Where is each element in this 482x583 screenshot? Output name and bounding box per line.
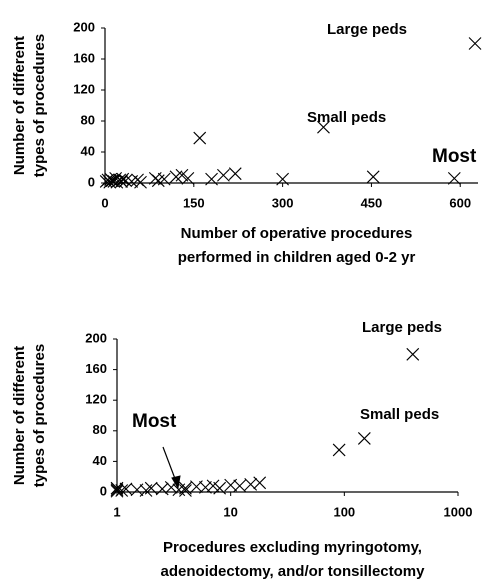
y-tick-label: 0 xyxy=(88,174,95,189)
point xyxy=(119,482,133,496)
x-axis-label: performed in children aged 0-2 yr xyxy=(178,249,416,266)
annotation: Small peds xyxy=(360,406,439,423)
y-axis-label: Number of different xyxy=(11,36,28,175)
point xyxy=(193,131,207,145)
y-tick-label: 40 xyxy=(93,453,107,468)
x-tick-label: 600 xyxy=(449,195,471,210)
y-tick-label: 80 xyxy=(81,112,95,127)
x-axis-label: adenoidectomy, and/or tonsillectomy xyxy=(161,563,426,580)
point xyxy=(244,477,258,491)
y-tick-label: 160 xyxy=(73,50,95,65)
point xyxy=(213,481,227,495)
annotation: Small peds xyxy=(307,109,386,126)
point xyxy=(115,484,129,497)
point xyxy=(139,484,153,497)
point xyxy=(144,481,158,495)
point xyxy=(103,175,117,189)
point xyxy=(179,484,192,497)
point xyxy=(253,476,267,490)
point xyxy=(175,168,189,182)
point xyxy=(228,167,242,181)
annotation: Most xyxy=(132,411,177,432)
point xyxy=(157,172,171,186)
point xyxy=(179,481,192,495)
x-tick-label: 300 xyxy=(272,195,294,210)
point xyxy=(119,174,133,188)
point xyxy=(217,168,230,182)
y-tick-label: 0 xyxy=(100,483,107,498)
x-tick-label: 1000 xyxy=(444,504,473,519)
point xyxy=(332,443,346,457)
y-axis-label: Number of different xyxy=(11,346,28,485)
x-axis-label: Number of operative procedures xyxy=(181,225,413,242)
x-tick-label: 10 xyxy=(223,504,237,519)
point xyxy=(110,484,124,498)
point xyxy=(233,479,247,493)
y-tick-label: 200 xyxy=(85,330,107,345)
point xyxy=(155,482,169,496)
point xyxy=(447,171,461,185)
point xyxy=(468,37,482,50)
point xyxy=(317,120,330,134)
point xyxy=(134,175,147,189)
y-tick-label: 200 xyxy=(73,19,95,34)
x-tick-label: 150 xyxy=(183,195,205,210)
point xyxy=(116,172,130,186)
x-tick-label: 450 xyxy=(361,195,383,210)
y-tick-label: 40 xyxy=(81,143,95,158)
point xyxy=(357,432,371,445)
y-tick-label: 120 xyxy=(85,392,107,407)
x-tick-label: 100 xyxy=(333,504,355,519)
y-axis-label: types of procedures xyxy=(31,344,48,487)
y-tick-label: 80 xyxy=(93,422,107,437)
point xyxy=(199,481,212,494)
annotation: Most xyxy=(432,146,477,167)
point xyxy=(205,172,218,186)
point xyxy=(276,172,290,186)
point xyxy=(164,481,178,494)
y-tick-label: 160 xyxy=(85,361,107,376)
y-tick-label: 120 xyxy=(73,81,95,96)
point xyxy=(366,170,380,184)
x-tick-label: 1 xyxy=(113,504,120,519)
x-axis-label: Procedures excluding myringotomy, xyxy=(163,539,422,556)
x-tick-label: 0 xyxy=(101,195,108,210)
point xyxy=(206,479,220,493)
y-axis-label: types of procedures xyxy=(31,34,48,177)
annotation: Large peds xyxy=(327,21,407,38)
point xyxy=(181,171,195,185)
annotation: Large peds xyxy=(362,319,442,336)
point xyxy=(115,175,128,188)
point xyxy=(406,347,420,361)
